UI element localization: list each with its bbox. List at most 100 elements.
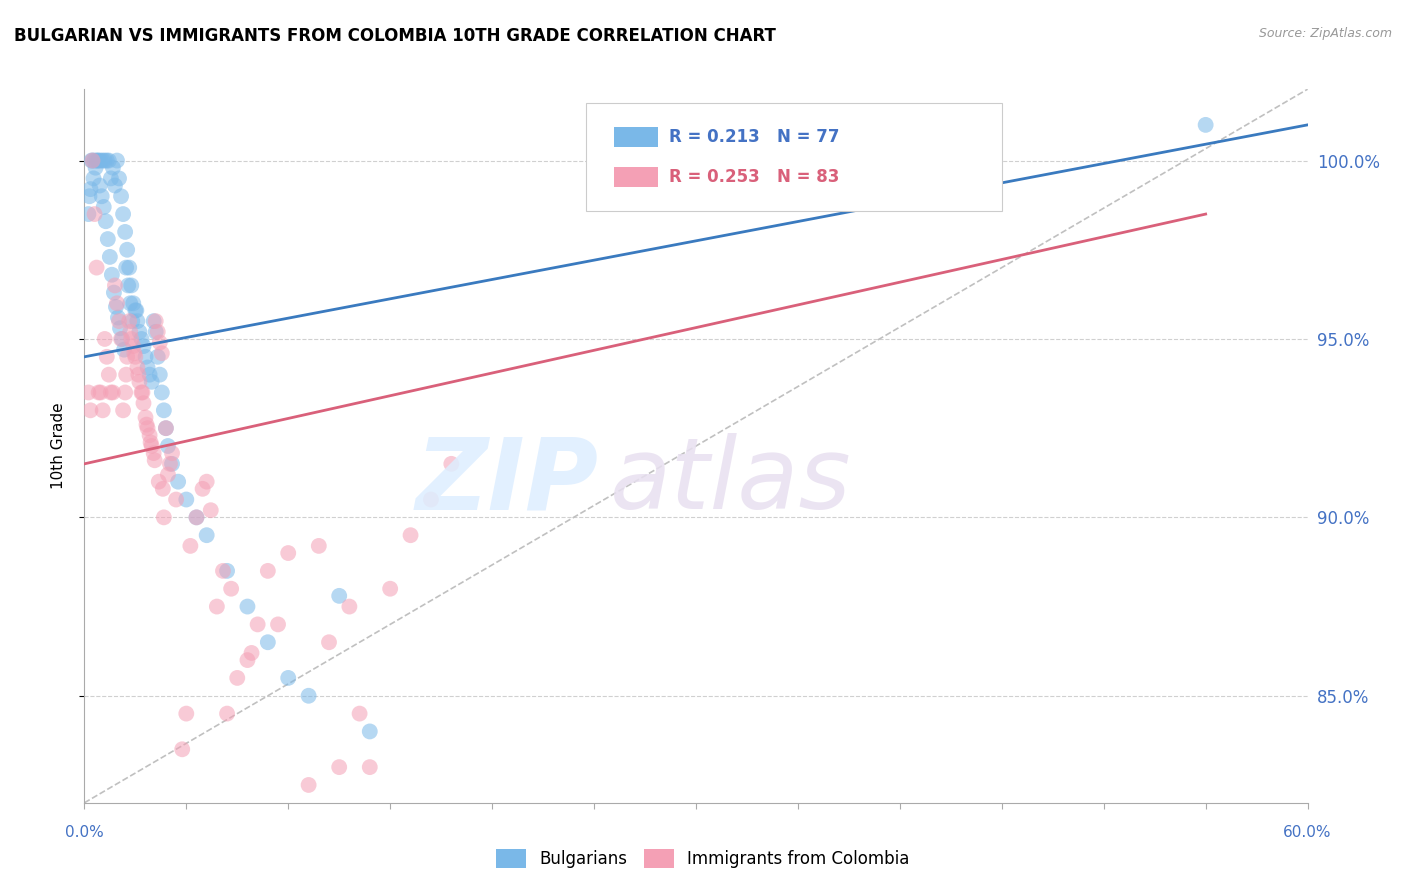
Text: BULGARIAN VS IMMIGRANTS FROM COLOMBIA 10TH GRADE CORRELATION CHART: BULGARIAN VS IMMIGRANTS FROM COLOMBIA 10…	[14, 27, 776, 45]
Y-axis label: 10th Grade: 10th Grade	[51, 402, 66, 490]
Point	[149, 335, 172, 350]
Point	[128, 325, 150, 339]
Point	[153, 510, 176, 524]
Point	[101, 385, 124, 400]
Text: R = 0.213   N = 77: R = 0.213 N = 77	[669, 128, 839, 145]
Point	[110, 189, 132, 203]
Point	[236, 653, 259, 667]
Point	[135, 417, 157, 432]
Point	[77, 207, 100, 221]
Point	[159, 457, 181, 471]
Point	[90, 189, 112, 203]
Point	[1195, 118, 1218, 132]
Point	[93, 332, 117, 346]
Point	[136, 360, 159, 375]
Point	[83, 153, 105, 168]
Point	[132, 339, 155, 353]
Point	[124, 350, 146, 364]
Point	[186, 510, 208, 524]
Point	[127, 360, 149, 375]
Point	[205, 599, 228, 614]
Text: R = 0.253   N = 83: R = 0.253 N = 83	[669, 169, 839, 186]
Point	[104, 278, 127, 293]
Point	[117, 278, 139, 293]
Point	[156, 467, 179, 482]
Point	[124, 303, 146, 318]
Point	[115, 368, 138, 382]
Point	[143, 453, 166, 467]
Point	[257, 635, 280, 649]
Point	[167, 475, 190, 489]
Point	[124, 346, 146, 360]
Point	[174, 706, 197, 721]
Text: ZIP: ZIP	[415, 434, 598, 530]
Point	[79, 403, 101, 417]
Point	[97, 153, 120, 168]
Point	[82, 153, 104, 168]
Point	[136, 421, 159, 435]
Point	[135, 410, 157, 425]
Point	[105, 153, 128, 168]
Point	[195, 475, 218, 489]
Point	[399, 528, 422, 542]
Point	[174, 492, 197, 507]
Point	[120, 332, 142, 346]
Point	[267, 617, 290, 632]
Point	[89, 178, 111, 193]
Point	[420, 492, 443, 507]
Point	[112, 207, 135, 221]
Point	[91, 153, 114, 168]
Point	[131, 385, 153, 400]
Point	[87, 385, 110, 400]
Point	[191, 482, 214, 496]
Point	[139, 435, 162, 450]
Point	[155, 421, 177, 435]
Point	[82, 153, 104, 168]
Point	[440, 457, 463, 471]
Point	[146, 325, 169, 339]
Point	[112, 343, 135, 357]
Text: 60.0%: 60.0%	[1284, 825, 1331, 840]
Point	[145, 314, 167, 328]
Point	[308, 539, 330, 553]
Point	[120, 296, 142, 310]
Point	[115, 350, 138, 364]
Point	[318, 635, 340, 649]
Point	[172, 742, 194, 756]
Point	[145, 325, 167, 339]
Point	[217, 706, 239, 721]
Point	[217, 564, 239, 578]
Point	[141, 439, 163, 453]
Point	[200, 503, 222, 517]
Point	[240, 646, 263, 660]
Point	[339, 599, 361, 614]
Point	[125, 303, 148, 318]
Point	[79, 189, 101, 203]
Point	[110, 332, 132, 346]
Point	[97, 232, 120, 246]
Point	[135, 350, 157, 364]
Point	[93, 153, 117, 168]
Point	[121, 314, 143, 328]
Point	[90, 385, 112, 400]
Point	[160, 457, 183, 471]
Point	[96, 153, 118, 168]
Point	[127, 314, 149, 328]
Point	[97, 368, 120, 382]
Point	[94, 214, 117, 228]
Point	[83, 171, 105, 186]
Point	[122, 296, 145, 310]
Point	[104, 178, 127, 193]
Point	[96, 350, 118, 364]
Point	[108, 321, 131, 335]
Point	[359, 724, 381, 739]
Point	[108, 314, 131, 328]
Point	[246, 617, 269, 632]
Legend: Bulgarians, Immigrants from Colombia: Bulgarians, Immigrants from Colombia	[489, 842, 917, 875]
Point	[138, 428, 160, 442]
Point	[380, 582, 402, 596]
Point	[115, 243, 138, 257]
Point	[86, 260, 108, 275]
Point	[142, 446, 165, 460]
Point	[112, 403, 135, 417]
